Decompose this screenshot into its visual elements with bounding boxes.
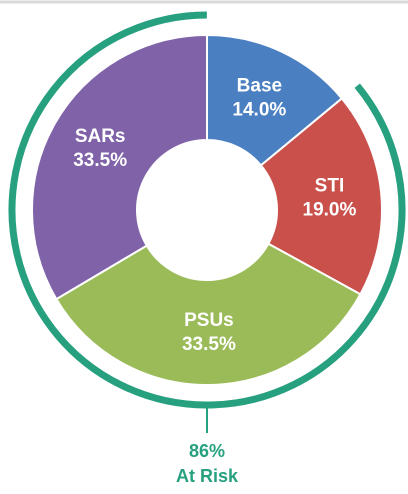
slice [206, 33, 344, 167]
risk-arc [8, 11, 406, 409]
slice [259, 97, 383, 296]
slice-name: SARs [75, 126, 126, 147]
slice-value: 33.5% [73, 150, 127, 171]
slice-value: 33.5% [182, 334, 236, 355]
slice [31, 33, 208, 301]
slice [54, 242, 362, 386]
risk-text: At Risk [176, 466, 239, 486]
slice-value: 19.0% [303, 199, 357, 220]
slice-name: PSUs [184, 310, 234, 331]
slice-name: Base [237, 76, 282, 97]
slice-value: 14.0% [232, 100, 286, 121]
risk-value: 86% [189, 441, 225, 461]
slice-name: STI [315, 175, 345, 196]
